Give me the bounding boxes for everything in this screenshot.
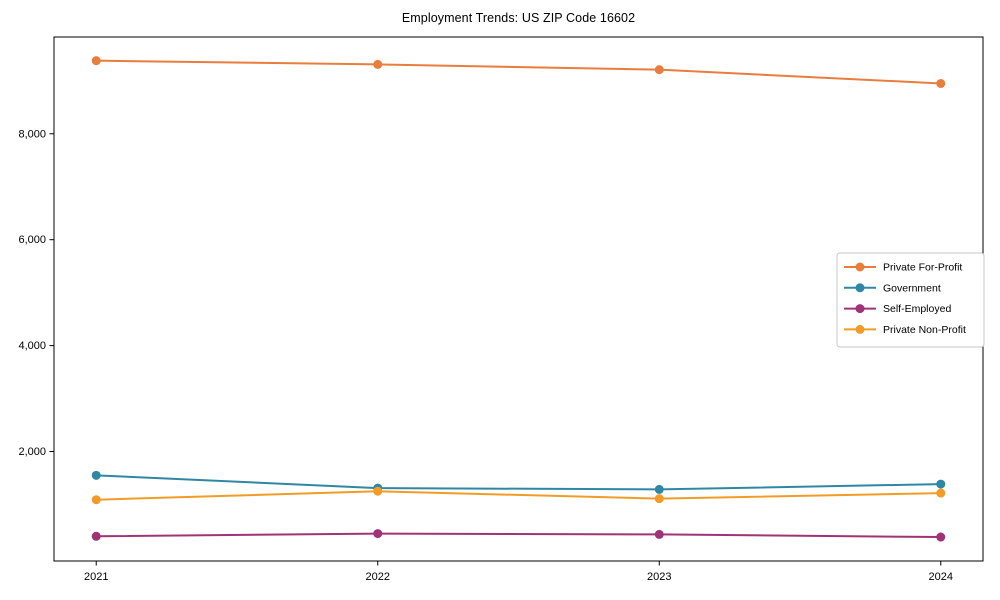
data-point-self-employed [936, 532, 946, 542]
series-private-for-profit [91, 56, 946, 88]
y-tick-label: 4,000 [18, 340, 46, 352]
x-tick-label: 2024 [929, 571, 953, 583]
series-line-private-non-profit [96, 490, 941, 501]
x-tick-label: 2022 [366, 571, 390, 583]
data-point-private-non-profit [91, 495, 101, 505]
data-point-private-non-profit [373, 486, 383, 496]
y-tick-label: 6,000 [18, 234, 46, 246]
legend: Private For-Profit Government Self-Employe… [836, 252, 985, 348]
data-point-government [91, 470, 101, 480]
series-government [91, 470, 946, 494]
series-self-employed [91, 529, 946, 542]
legend-item-private-for-profit: Private For-Profit [844, 262, 962, 274]
series-line-self-employed [96, 532, 941, 539]
legend-item-private-non-profit: Private Non-Profit [844, 324, 966, 336]
legend-marker-swatch [855, 324, 865, 334]
series-line-government [96, 474, 941, 491]
data-point-private-for-profit [936, 78, 946, 88]
series-private-non-profit [91, 486, 946, 505]
data-point-private-for-profit [373, 59, 383, 69]
legend-marker-swatch [855, 283, 865, 293]
x-tick-label: 2021 [84, 571, 108, 583]
legend-item-self-employed: Self-Employed [844, 303, 951, 315]
data-point-government [654, 484, 664, 494]
x-tick-label: 2023 [647, 571, 671, 583]
legend-label: Self-Employed [883, 303, 951, 315]
data-point-private-for-profit [91, 56, 101, 66]
y-tick-label: 2,000 [18, 446, 46, 458]
legend-marker-swatch [855, 262, 865, 272]
legend-label: Government [883, 282, 941, 294]
x-axis: 2021 2022 2023 2024 [84, 561, 953, 583]
data-point-private-for-profit [654, 65, 664, 75]
legend-item-government: Government [844, 282, 941, 294]
legend-label: Private For-Profit [883, 262, 962, 274]
legend-marker-swatch [855, 304, 865, 314]
data-point-self-employed [91, 531, 101, 541]
data-point-government [936, 479, 946, 489]
data-point-self-employed [373, 529, 383, 539]
y-tick-label: 8,000 [18, 128, 46, 140]
data-point-self-employed [654, 529, 664, 539]
chart-title: Employment Trends: US ZIP Code 16602 [401, 11, 636, 25]
y-axis: 2,000 4,000 6,000 8,000 [18, 128, 54, 458]
data-point-private-non-profit [654, 494, 664, 504]
legend-box [836, 252, 985, 348]
series-line-private-for-profit [96, 59, 941, 85]
data-point-private-non-profit [936, 488, 946, 498]
legend-label: Private Non-Profit [883, 324, 966, 336]
